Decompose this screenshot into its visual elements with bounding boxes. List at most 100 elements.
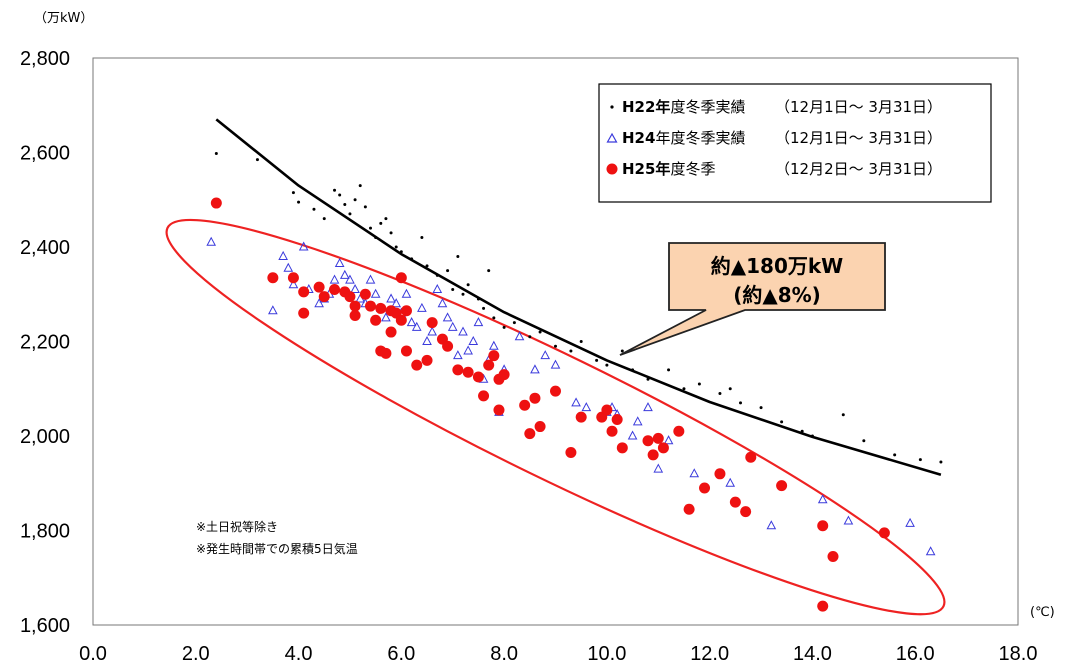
x-tick-label: 16.0 — [896, 643, 935, 665]
data-point-h24 — [370, 288, 381, 298]
x-tick-label: 18.0 — [999, 643, 1038, 665]
data-point-h25 — [421, 354, 433, 366]
legend-label-h22-bold: H22年 — [622, 98, 670, 116]
data-point-h25 — [395, 314, 407, 326]
legend-label-h24-period: （12月1日～ 3月31日） — [775, 129, 942, 147]
data-point-h22 — [322, 217, 326, 221]
data-point-h25 — [524, 428, 536, 440]
callout-line2: (約▲8%) — [733, 283, 821, 307]
y-tick-label: 2,800 — [20, 48, 70, 70]
data-point-h22 — [893, 453, 897, 457]
data-point-h24 — [437, 298, 448, 308]
x-tick-label: 4.0 — [285, 643, 313, 665]
data-point-h24 — [381, 312, 391, 322]
data-point-h24 — [843, 515, 854, 525]
data-point-h22 — [482, 306, 486, 310]
data-point-h25 — [298, 307, 310, 319]
legend-label-h24-bold: H24 — [622, 129, 655, 147]
y-tick-label: 2,000 — [20, 426, 70, 448]
data-point-h25 — [745, 451, 757, 463]
data-point-h22 — [420, 236, 424, 240]
data-point-h25 — [647, 449, 659, 461]
data-point-h25 — [575, 411, 587, 423]
x-tick-label: 8.0 — [490, 643, 518, 665]
data-point-h24 — [345, 274, 355, 284]
data-point-h22 — [862, 439, 866, 443]
x-tick-label: 10.0 — [587, 643, 626, 665]
data-point-h25 — [365, 300, 376, 312]
x-tick-label: 2.0 — [182, 643, 210, 665]
data-point-h25 — [385, 326, 397, 338]
y-tick-label: 2,200 — [20, 332, 70, 354]
data-point-h25 — [683, 503, 695, 515]
data-point-h24 — [581, 402, 592, 412]
data-point-h25 — [400, 305, 412, 317]
data-point-h25 — [395, 272, 407, 284]
data-point-h25 — [740, 506, 752, 518]
data-point-h22 — [394, 245, 398, 249]
data-point-h22 — [682, 387, 686, 391]
data-point-h24 — [905, 517, 915, 527]
data-point-h25 — [400, 345, 412, 357]
legend-label-h25-bold: H25年 — [622, 160, 670, 178]
data-point-h24 — [411, 321, 422, 331]
data-point-h24 — [206, 236, 217, 246]
data-point-h22 — [528, 335, 532, 339]
data-point-h24 — [268, 305, 278, 315]
data-point-h22 — [492, 316, 496, 320]
data-point-h22 — [358, 184, 362, 188]
data-point-h25 — [298, 286, 310, 298]
x-unit-label: (℃) — [1030, 605, 1055, 620]
data-point-h24 — [473, 317, 484, 327]
x-tick-label: 12.0 — [690, 643, 729, 665]
data-point-h25 — [375, 302, 387, 314]
data-point-h25 — [642, 435, 654, 447]
data-point-h22 — [214, 151, 218, 155]
data-point-h24 — [329, 274, 340, 284]
data-point-h25 — [329, 284, 341, 296]
data-point-h22 — [512, 321, 516, 325]
data-point-h25 — [657, 442, 669, 454]
data-point-h25 — [442, 340, 454, 352]
data-point-h22 — [569, 349, 573, 353]
callout: 約▲180万kW (約▲8%) — [619, 242, 886, 356]
data-point-h24 — [550, 359, 561, 369]
data-point-h24 — [365, 274, 376, 284]
data-point-h25 — [349, 310, 361, 322]
data-point-h24 — [427, 326, 437, 336]
data-point-h24 — [339, 269, 350, 279]
data-point-h22 — [384, 217, 388, 221]
data-point-h25 — [267, 272, 279, 284]
data-point-h25 — [313, 281, 325, 293]
data-point-h24 — [391, 298, 402, 308]
data-point-h25 — [878, 527, 890, 539]
data-point-h22 — [255, 158, 259, 162]
y-unit-label: （万kW） — [34, 11, 93, 26]
legend-label-h24: H24年度冬季実績 （12月1日～ 3月31日） — [622, 129, 942, 147]
legend: H22年度冬季実績 （12月1日～ 3月31日） H24年度冬季実績 （12月1日～… — [598, 83, 992, 203]
data-point-h22 — [333, 188, 337, 192]
data-point-h25 — [380, 347, 392, 359]
data-point-h24 — [406, 317, 417, 327]
x-tick-label: 6.0 — [387, 643, 415, 665]
data-point-h25 — [452, 364, 464, 376]
data-point-h22 — [579, 340, 583, 343]
legend-marker-h22 — [610, 105, 614, 109]
data-point-h22 — [343, 202, 347, 206]
data-point-h22 — [425, 264, 429, 268]
data-point-h22 — [456, 254, 460, 258]
data-point-h22 — [353, 198, 357, 202]
data-point-h22 — [595, 358, 599, 362]
data-point-h24 — [283, 262, 294, 272]
data-point-h25 — [426, 317, 438, 329]
data-point-h25 — [534, 421, 546, 433]
data-point-h22 — [312, 207, 316, 211]
highlight-ellipse — [165, 218, 946, 616]
data-point-h25 — [776, 480, 788, 492]
legend-label-h22-rest: 度冬季実績 — [670, 98, 745, 116]
data-point-h24 — [632, 416, 643, 426]
data-point-h24 — [571, 397, 581, 407]
legend-label-h25: H25年度冬季 （12月2日～ 3月31日） — [622, 160, 942, 178]
callout-line1: 約▲180万kW — [711, 254, 844, 278]
data-point-h24 — [288, 279, 299, 289]
